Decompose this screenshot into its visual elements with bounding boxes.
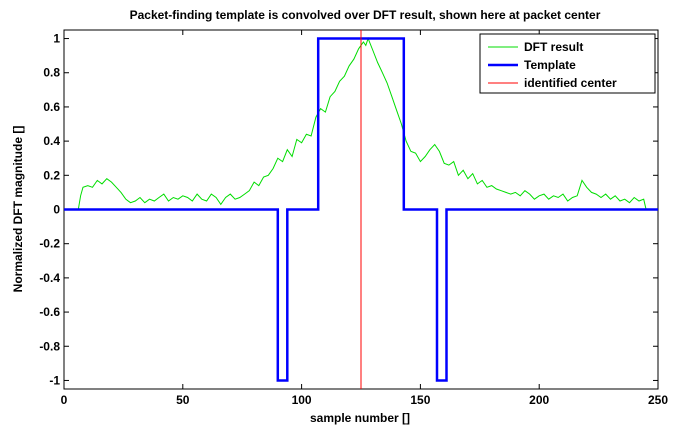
y-tick-label: -0.6 bbox=[39, 305, 60, 319]
y-tick-label: 1 bbox=[53, 32, 60, 46]
axis-ticks: 0 50 100 150 200 250 1 0.8 0.6 0.4 0.2 0 -0.2 -0.4 -0.… bbox=[39, 30, 668, 407]
x-tick-label: 50 bbox=[176, 393, 190, 407]
x-axis-label: sample number [] bbox=[310, 411, 410, 425]
legend-label: identified center bbox=[524, 76, 617, 90]
x-tick-label: 250 bbox=[648, 393, 668, 407]
x-tick-label: 200 bbox=[529, 393, 549, 407]
y-tick-label: -0.2 bbox=[39, 237, 60, 251]
y-tick-label: 0.2 bbox=[43, 168, 60, 182]
legend-label: Template bbox=[524, 58, 576, 72]
series-layer bbox=[64, 30, 658, 389]
legend: DFT result Template identified center bbox=[479, 33, 656, 94]
y-tick-label: 0.4 bbox=[43, 134, 60, 148]
chart-title: Packet-finding template is convolved ove… bbox=[130, 8, 601, 22]
y-tick-label: 0 bbox=[53, 203, 60, 217]
legend-label: DFT result bbox=[524, 40, 583, 54]
y-tick-label: -1 bbox=[49, 373, 60, 387]
y-tick-label: -0.8 bbox=[39, 339, 60, 353]
series-line-dft-result bbox=[77, 37, 647, 210]
y-tick-label: 0.8 bbox=[43, 66, 60, 80]
x-tick-label: 150 bbox=[410, 393, 430, 407]
x-tick-label: 0 bbox=[61, 393, 68, 407]
x-tick-label: 100 bbox=[292, 393, 312, 407]
y-tick-label: -0.4 bbox=[39, 271, 60, 285]
y-tick-label: 0.6 bbox=[43, 100, 60, 114]
y-axis-label: Normalized DFT magnitude [] bbox=[11, 126, 25, 293]
